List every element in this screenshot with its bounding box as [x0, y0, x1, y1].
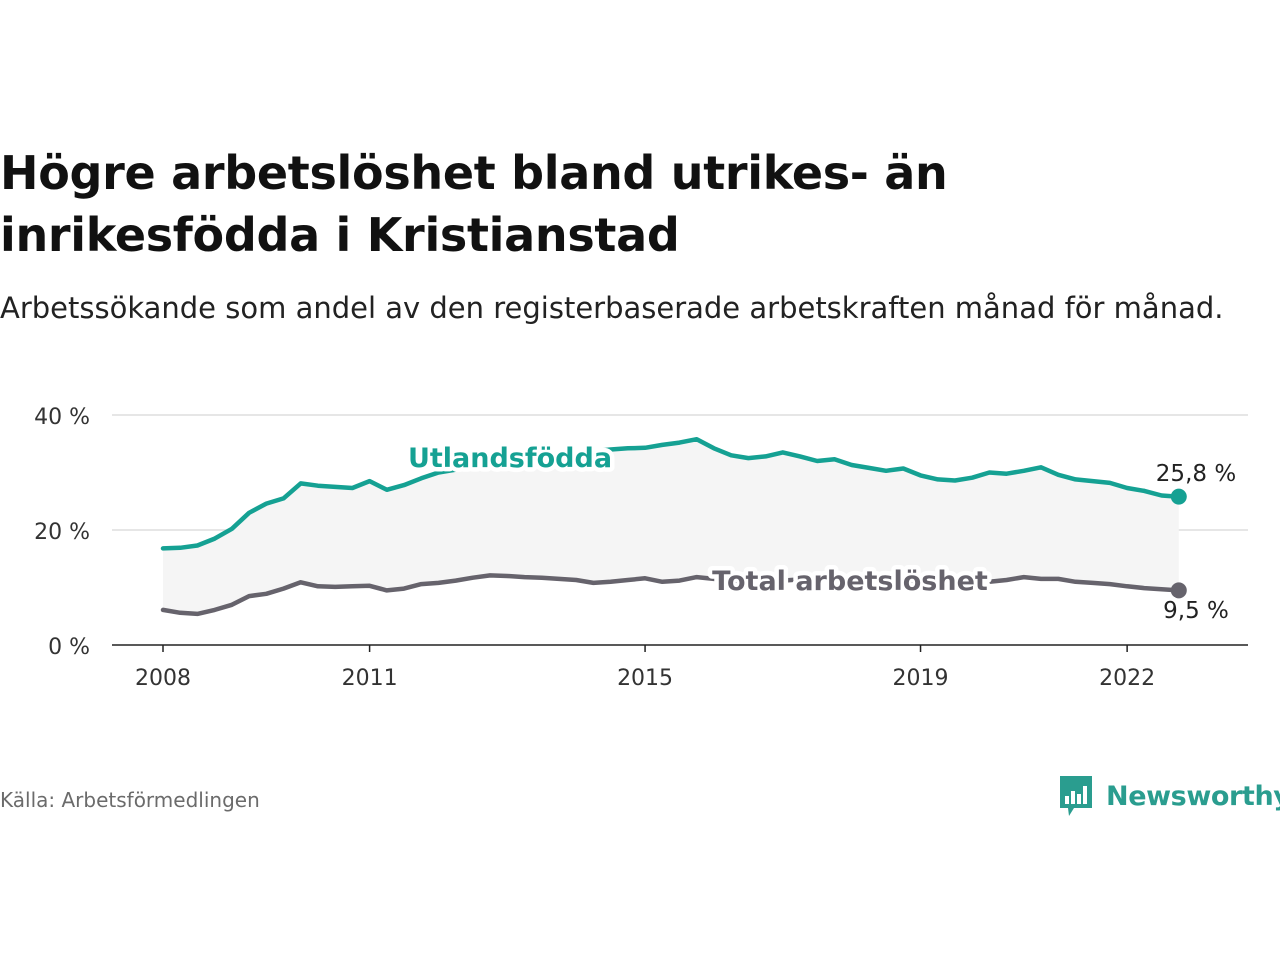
brand-name: Newsworthy: [1106, 780, 1280, 812]
axes: 0 % 20 % 40 % 2008 2011 2015 2019 2022: [34, 405, 1248, 691]
page-title: Högre arbetslöshet bland utrikes- än inr…: [0, 146, 948, 262]
x-tick-label: 2015: [617, 666, 673, 691]
utlandsfodda-end-label-halo: 25,8 %: [1156, 461, 1236, 487]
series-lines: [160, 436, 1187, 617]
x-tick-label: 2019: [893, 666, 949, 691]
utlandsfodda-series-label: Utlandsfödda: [408, 443, 612, 474]
utlandsfodda-end-point: [1170, 488, 1187, 505]
total-end-label-halo: 9,5 %: [1163, 598, 1229, 624]
brand-logo: Newsworthy: [1058, 774, 1280, 818]
line-chart: 0 % 20 % 40 % 2008 2011 2015 2019 2022 Utlandsf…: [34, 405, 1248, 691]
total-series-label: Total arbetslöshet: [712, 566, 988, 597]
y-tick-label: 20 %: [34, 520, 90, 545]
newsworthy-logo-icon: [1060, 776, 1092, 816]
utlandsfodda-end-label: 25,8 %: [1156, 461, 1236, 487]
y-tick-label: 40 %: [34, 405, 90, 430]
total-end-label: 9,5 %: [1163, 598, 1229, 624]
total-line: [160, 573, 1182, 617]
utlandsfodda-line: [160, 436, 1182, 551]
x-tick-label: 2008: [135, 666, 191, 691]
x-tick-label: 2022: [1099, 666, 1155, 691]
page-subtitle: Arbetssökande som andel av den registerb…: [0, 291, 1224, 325]
y-tick-label: 0 %: [48, 635, 90, 660]
total-series-label-halo: Total arbetslöshet: [712, 566, 988, 597]
band-area: [163, 439, 1179, 614]
source-note: Källa: Arbetsförmedlingen: [0, 788, 260, 812]
utlandsfodda-series-label-halo: Utlandsfödda: [408, 443, 612, 474]
x-tick-label: 2011: [342, 666, 398, 691]
total-end-point: [1170, 582, 1187, 599]
area-between-series: [163, 439, 1179, 614]
